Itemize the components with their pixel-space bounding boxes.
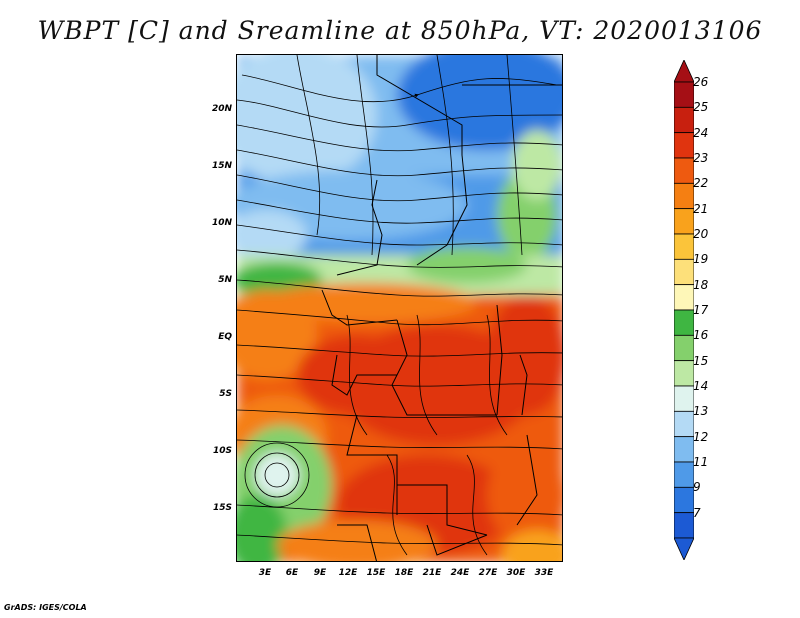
colorbar-swatch [673,385,695,412]
colorbar-label: 15 [693,353,709,368]
lon-label: 15E [366,568,386,578]
colorbar-bottom-arrow [673,537,695,561]
lon-label: 21E [422,568,442,578]
grads-credit: GrADS: IGES/COLA [4,603,87,612]
map-title: WBPT [C] and Sreamline at 850hPa, VT: 20… [37,16,763,45]
colorbar-label: 9 [693,480,701,495]
colorbar-label: 7 [693,505,701,520]
colorbar-label: 11 [693,455,709,469]
colorbar-swatch [673,182,695,210]
streamlines [237,55,562,556]
lon-label: 12E [338,568,358,578]
lat-label: 15N [211,161,232,171]
lat-label: EQ [218,332,232,342]
weather-map [236,54,563,562]
lon-label: 24E [450,568,470,578]
colorbar-label: 13 [693,404,709,419]
lat-label: 5S [219,389,232,399]
colorbar-swatch [673,106,695,134]
colorbar-label: 17 [693,303,709,317]
lon-label: 30E [506,568,526,578]
colorbar-swatch [673,258,695,286]
colorbar-swatch [673,157,695,184]
colorbar-swatch [673,81,695,108]
lon-label: 6E [285,568,299,578]
colorbar-swatch [673,410,695,438]
colorbar-label: 21 [693,201,709,216]
colorbar-swatch [673,486,695,514]
colorbar-label: 18 [693,277,709,292]
colorbar-swatch [673,461,695,488]
lat-label: 15S [212,503,232,513]
colorbar-swatches [673,59,695,561]
colorbar-swatch [673,132,695,159]
lat-label: 20N [211,104,232,114]
lon-label: 3E [258,568,272,578]
colorbar-label: 20 [693,227,709,241]
colorbar-swatch [673,334,695,362]
lon-label: 33E [534,568,554,578]
colorbar-swatch [673,436,695,463]
colorbar-swatch [673,233,695,260]
colorbar-label: 14 [693,379,709,393]
colorbar-top-arrow [673,59,695,83]
colorbar-swatch [673,309,695,336]
colorbar-label: 22 [693,176,709,191]
colorbar [673,59,695,561]
lat-label: 10N [211,218,232,228]
colorbar-label: 24 [693,125,709,140]
lat-label: 10S [212,446,232,456]
colorbar-swatch [673,360,695,387]
colorbar-label: 26 [693,75,709,89]
colorbar-label: 16 [693,328,709,343]
country-borders [321,55,562,561]
lon-label: 9E [313,568,327,578]
colorbar-swatch [673,208,695,235]
colorbar-swatch [673,284,695,311]
colorbar-swatch [673,512,695,539]
lat-label: 5N [218,275,232,285]
colorbar-label: 19 [693,252,709,267]
wbpt-field [237,55,562,561]
colorbar-label: 12 [693,429,709,444]
colorbar-label: 23 [693,151,709,165]
colorbar-label: 25 [693,100,709,115]
lon-label: 18E [394,568,414,578]
lon-label: 27E [478,568,498,578]
